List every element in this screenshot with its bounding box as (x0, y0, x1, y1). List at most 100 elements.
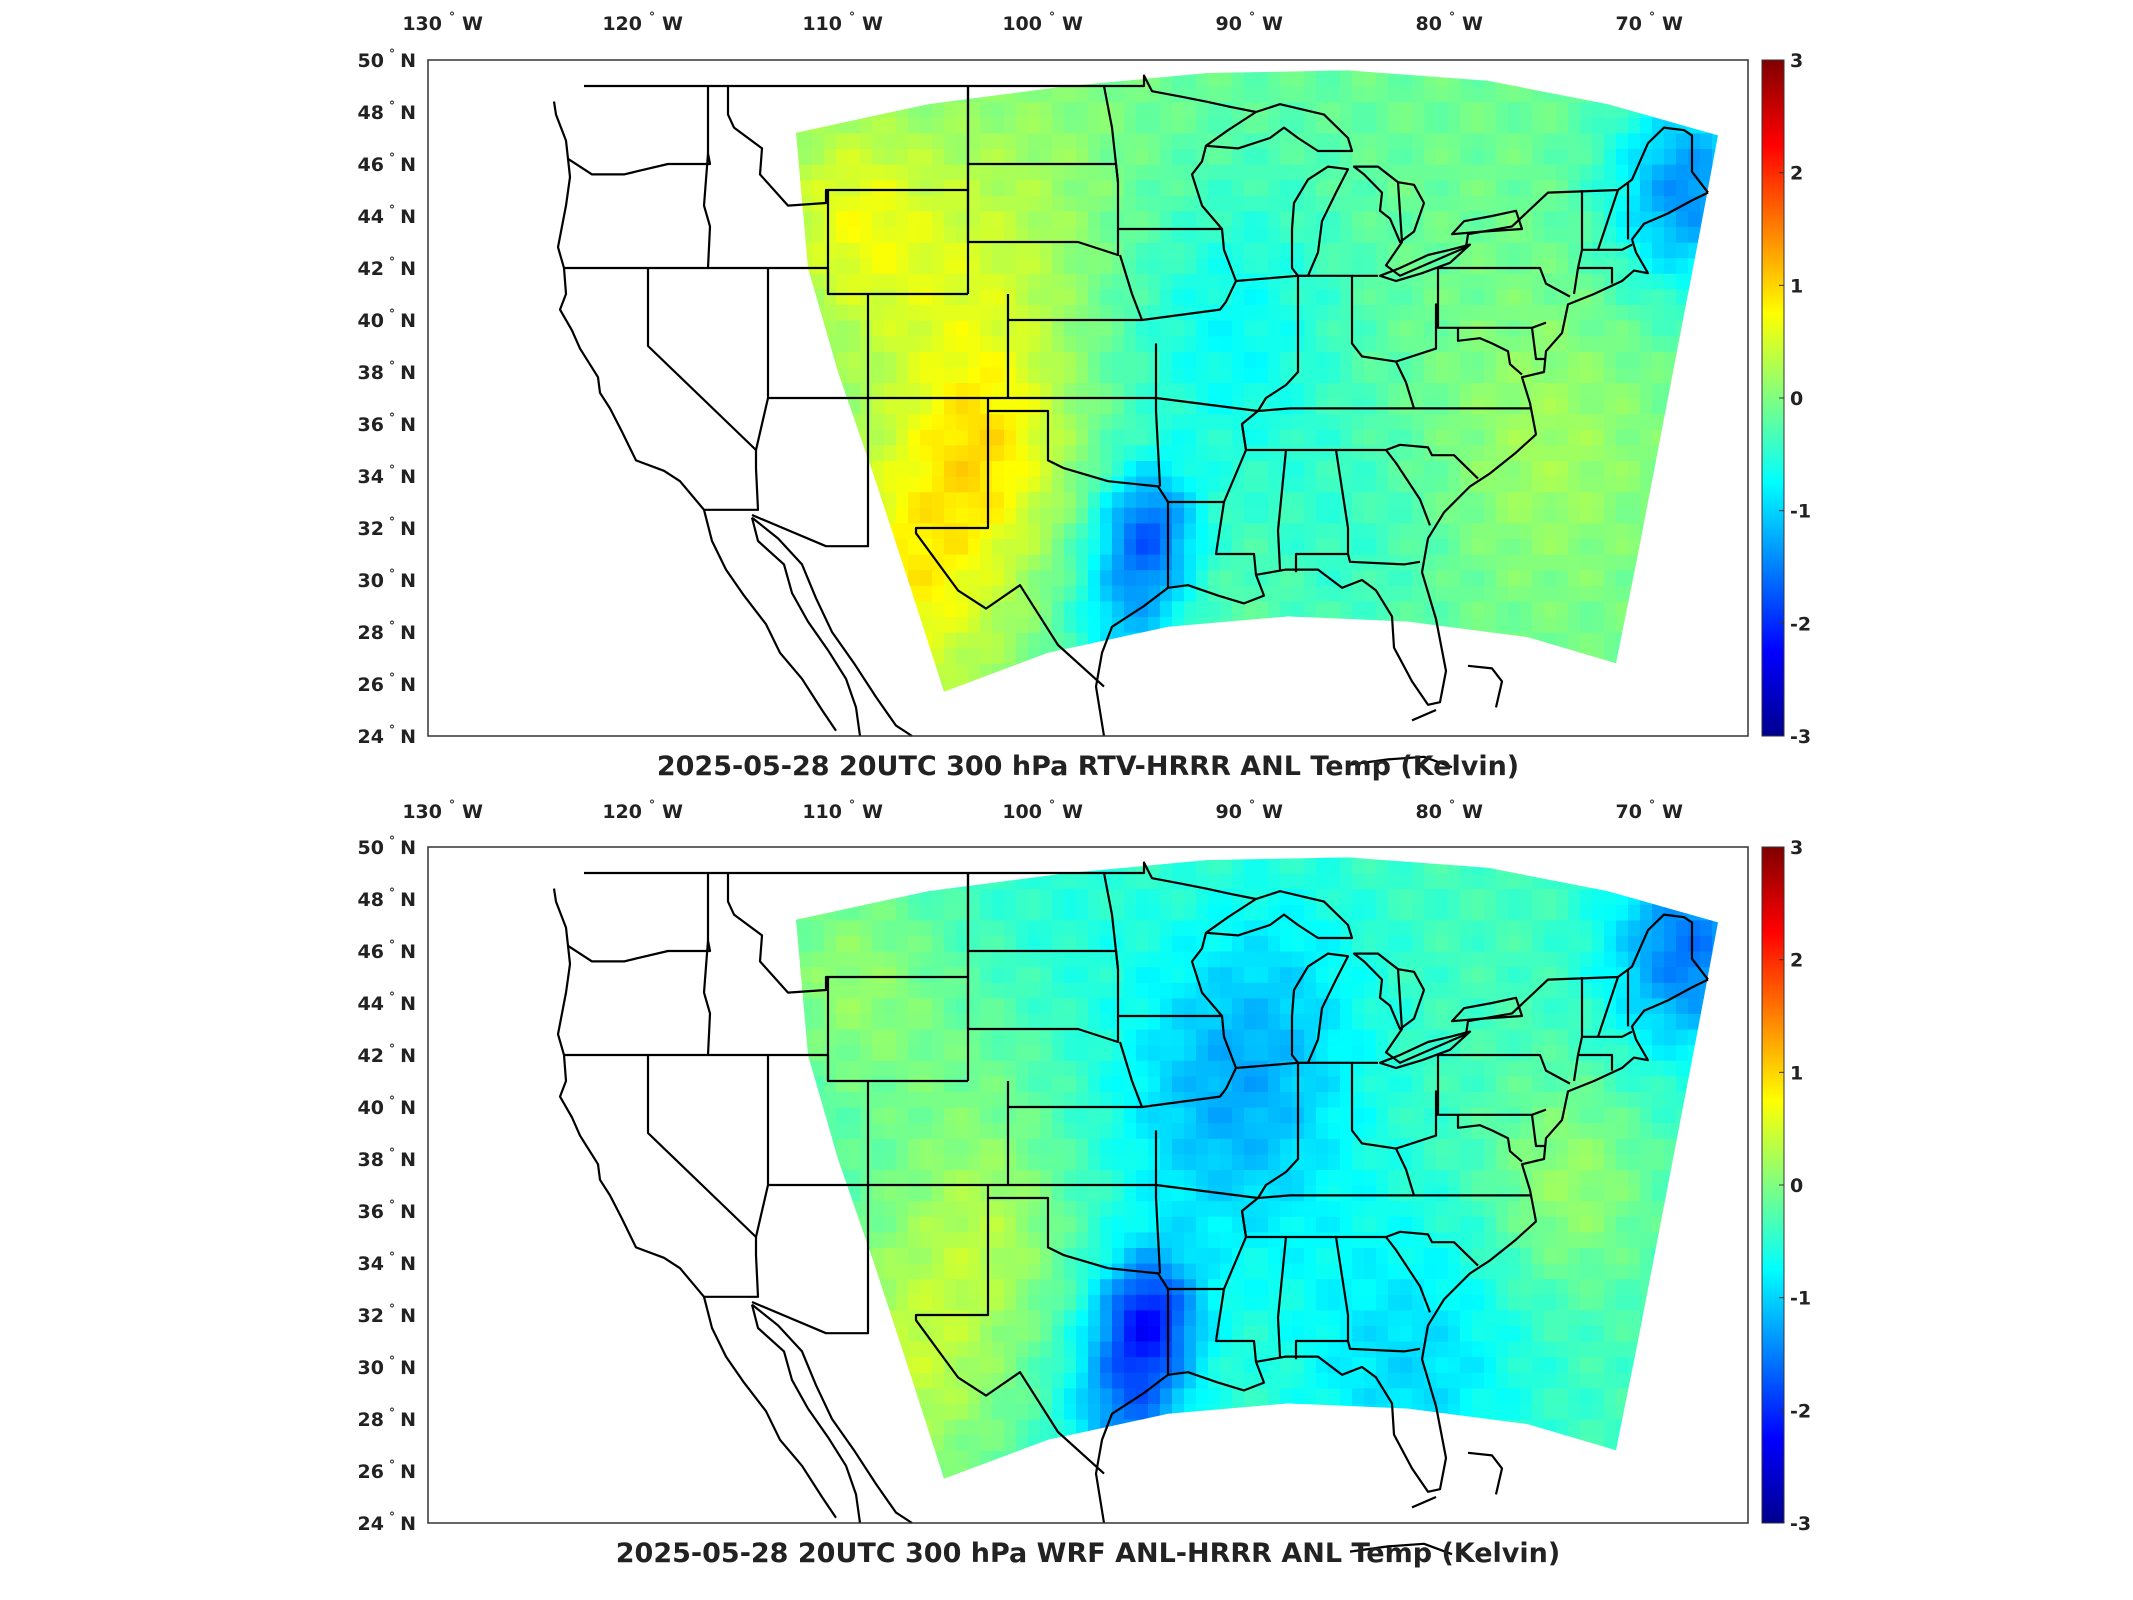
colorbar-tick-label: 3 (1790, 837, 1803, 859)
map-frame (427, 846, 1749, 1524)
lon-tick-number: 80 (1416, 13, 1442, 35)
lat-tick-hemisphere: N (400, 518, 416, 540)
boundary-line (1438, 266, 1571, 298)
boundary-line (1411, 708, 1437, 722)
lat-tick-label: 38 ° N (358, 1146, 416, 1171)
lat-tick-hemisphere: N (400, 570, 416, 592)
boundary-line (1395, 303, 1440, 363)
degree-symbol: ° (389, 411, 395, 425)
boundary-line (751, 1081, 870, 1335)
degree-symbol: ° (649, 798, 655, 812)
lat-tick-hemisphere: N (400, 1149, 416, 1171)
colorbar-tick-label: 1 (1790, 1062, 1803, 1084)
degree-symbol: ° (389, 359, 395, 373)
boundary-line (1190, 932, 1223, 1017)
lon-tick-label: 130 ° W (402, 798, 483, 823)
degree-symbol: ° (389, 938, 395, 952)
lat-tick-number: 48 (358, 889, 384, 911)
boundary-line (1438, 1053, 1571, 1085)
lat-tick-label: 50 ° N (358, 47, 416, 72)
boundary-line (704, 1237, 760, 1298)
lat-tick-hemisphere: N (400, 622, 416, 644)
colorbar-tick-label: 2 (1790, 163, 1803, 185)
boundary-line (1114, 163, 1120, 183)
lon-tick-hemisphere: W (662, 13, 683, 35)
boundary-line (1114, 950, 1120, 970)
boundary-line (1572, 977, 1584, 1082)
lake-outline (1204, 103, 1354, 153)
degree-symbol: ° (1049, 10, 1055, 24)
lat-tick-hemisphere: N (400, 1045, 416, 1067)
lat-tick-number: 36 (358, 1201, 384, 1223)
lon-tick-number: 120 (602, 13, 642, 35)
degree-symbol: ° (1649, 798, 1655, 812)
lon-tick-number: 120 (602, 801, 642, 823)
degree-symbol: ° (1449, 10, 1455, 24)
colorbar-tick-label: 3 (1790, 50, 1803, 72)
lat-tick-hemisphere: N (400, 362, 416, 384)
degree-symbol: ° (449, 10, 455, 24)
boundary-line (1008, 1041, 1144, 1109)
lon-tick-label: 80 ° W (1416, 10, 1483, 35)
boundary-line (1530, 327, 1546, 361)
degree-symbol: ° (389, 834, 395, 848)
boundary-line (1385, 449, 1432, 526)
boundary-line (1276, 1236, 1288, 1357)
lon-tick-number: 90 (1216, 13, 1242, 35)
map-panel-bottom: 130 ° W 120 ° W 110 ° W 100 ° W 90 ° W 80 ° W 70 ° W50 ° N48 ° N… (358, 798, 1812, 1569)
lat-tick-number: 50 (358, 837, 384, 859)
map-boundaries (552, 74, 1709, 769)
boundary-line (1456, 1114, 1523, 1163)
boundary-line (968, 872, 1118, 953)
boundary-line (584, 861, 1257, 901)
lat-tick-label: 32 ° N (358, 515, 416, 540)
degree-symbol: ° (389, 99, 395, 113)
lat-tick-number: 38 (358, 362, 384, 384)
boundary-line (1530, 1114, 1546, 1148)
degree-symbol: ° (389, 1302, 395, 1316)
temperature-difference-field (796, 70, 1718, 692)
boundary-line (564, 940, 712, 1057)
lat-tick-hemisphere: N (400, 1461, 416, 1483)
lat-tick-hemisphere: N (400, 993, 416, 1015)
colorbar-tick-label: 0 (1790, 1175, 1803, 1197)
lat-tick-label: 28 ° N (358, 619, 416, 644)
lat-tick-hemisphere: N (400, 1097, 416, 1119)
boundary-line (704, 450, 760, 511)
lat-tick-number: 42 (358, 258, 384, 280)
panel-title: 2025-05-28 20UTC 300 hPa RTV-HRRR ANL Te… (657, 751, 1519, 782)
boundary-line (1346, 553, 1421, 566)
boundary-line (751, 294, 870, 548)
degree-symbol: ° (389, 723, 395, 737)
boundary-line (751, 516, 913, 737)
lat-tick-number: 46 (358, 154, 384, 176)
lat-tick-label: 26 ° N (358, 671, 416, 696)
degree-symbol: ° (389, 203, 395, 217)
lat-tick-number: 40 (358, 310, 384, 332)
boundary-line (646, 1055, 757, 1238)
lake-outline (1378, 243, 1472, 283)
lon-tick-number: 100 (1002, 13, 1042, 35)
lon-tick-number: 70 (1616, 13, 1642, 35)
lat-tick-hemisphere: N (400, 1201, 416, 1223)
boundary-line (567, 86, 712, 176)
lat-tick-hemisphere: N (400, 1253, 416, 1275)
colorbar-tick-label: -1 (1790, 1288, 1811, 1310)
boundary-line (1578, 266, 1614, 284)
boundary-line (1467, 664, 1504, 708)
lat-tick-number: 30 (358, 1357, 384, 1379)
lat-tick-hemisphere: N (400, 1357, 416, 1379)
colorbar-tick-label: 2 (1790, 950, 1803, 972)
boundary-line (1456, 327, 1523, 376)
degree-symbol: ° (389, 990, 395, 1004)
degree-symbol: ° (389, 307, 395, 321)
lon-tick-label: 90 ° W (1216, 10, 1283, 35)
lat-tick-number: 46 (358, 941, 384, 963)
lat-tick-hemisphere: N (400, 50, 416, 72)
lat-tick-label: 40 ° N (358, 307, 416, 332)
lat-tick-hemisphere: N (400, 889, 416, 911)
map-boundaries (552, 861, 1709, 1556)
boundary-line (1257, 407, 1530, 413)
boundary-line (1582, 1030, 1633, 1038)
